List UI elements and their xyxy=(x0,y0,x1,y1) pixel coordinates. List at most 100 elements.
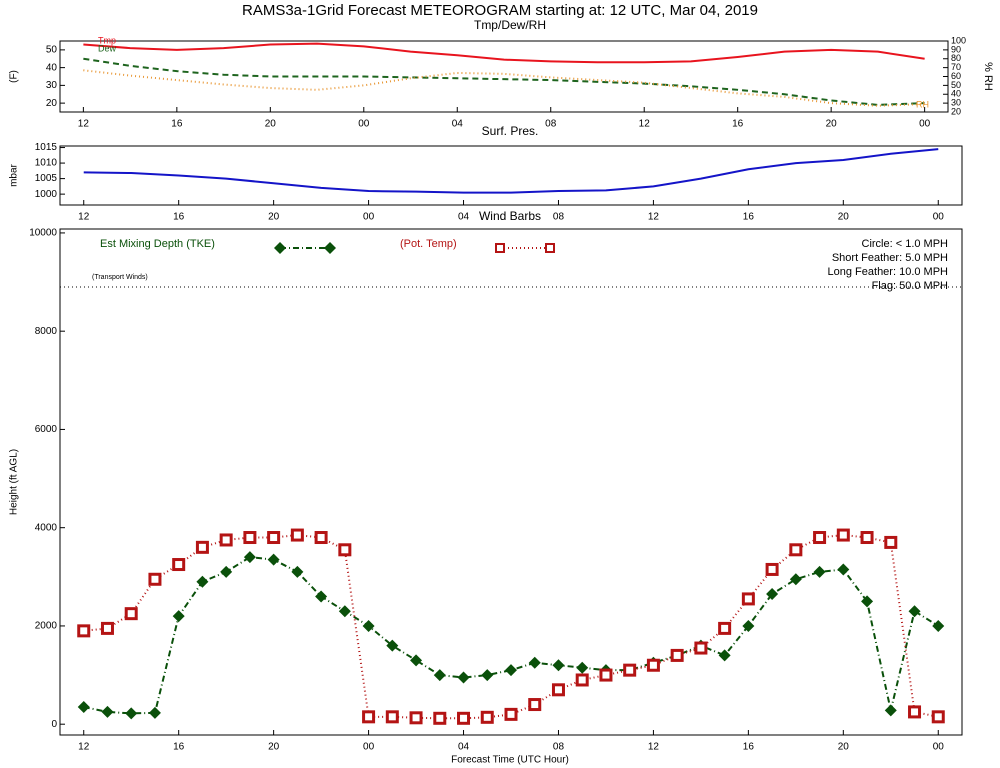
square-marker xyxy=(314,531,328,545)
square-marker xyxy=(433,711,447,725)
square-marker xyxy=(551,683,565,697)
legend-label: Dew xyxy=(98,43,117,53)
x-tick-label: 00 xyxy=(363,212,375,223)
note: (Transport Winds) xyxy=(92,274,148,281)
note: Circle: < 1.0 MPH xyxy=(862,238,949,250)
square-marker xyxy=(457,711,471,725)
y-tick-label: 0 xyxy=(51,719,57,730)
series-line xyxy=(83,556,939,715)
square-marker xyxy=(267,531,281,545)
x-tick-label: 08 xyxy=(545,119,557,130)
y-tick-label: 1005 xyxy=(35,173,58,184)
square-marker xyxy=(718,621,732,635)
legend-marker xyxy=(324,242,336,254)
x-tick-label: 04 xyxy=(458,212,470,223)
y-axis-label: (F) xyxy=(9,70,20,83)
legend-label: RH xyxy=(916,99,929,109)
diamond-marker xyxy=(101,705,114,718)
diamond-marker xyxy=(315,590,328,603)
series-line xyxy=(83,57,925,106)
x-tick-label: 16 xyxy=(743,742,755,753)
series-line xyxy=(83,69,925,107)
panel-title: Wind Barbs xyxy=(479,209,541,223)
legend-marker xyxy=(495,243,505,253)
diamond-marker xyxy=(243,551,256,564)
series-line xyxy=(83,534,939,720)
y-axis-label: Height (ft AGL) xyxy=(9,449,20,515)
square-marker xyxy=(646,658,660,672)
square-marker xyxy=(385,710,399,724)
series-line xyxy=(83,42,925,64)
square-marker xyxy=(124,607,138,621)
x-tick-label: 20 xyxy=(826,119,838,130)
x-tick-label: 20 xyxy=(265,119,277,130)
square-marker xyxy=(362,710,376,724)
y-tick-label: 30 xyxy=(46,80,58,91)
square-marker xyxy=(908,705,922,719)
y2-tick-label: 30 xyxy=(951,98,961,108)
legend-marker xyxy=(545,243,555,253)
y2-tick-label: 70 xyxy=(951,62,961,72)
x-tick-label: 12 xyxy=(78,119,90,130)
diamond-marker xyxy=(172,610,185,623)
diamond-marker xyxy=(576,661,589,674)
y2-tick-label: 50 xyxy=(951,80,961,90)
y-tick-label: 50 xyxy=(46,45,58,56)
diamond-marker xyxy=(552,659,565,672)
square-marker xyxy=(172,558,186,572)
x-tick-label: 12 xyxy=(648,212,660,223)
diamond-marker xyxy=(77,700,90,713)
x-tick-label: 16 xyxy=(171,119,183,130)
diamond-marker xyxy=(362,619,375,632)
square-marker xyxy=(195,540,209,554)
y2-tick-label: 90 xyxy=(951,44,961,54)
square-marker xyxy=(789,543,803,557)
x-tick-label: 20 xyxy=(268,212,280,223)
square-marker xyxy=(575,673,589,687)
legend-label: Tmp xyxy=(98,35,116,45)
legend-marker xyxy=(274,242,286,254)
x-tick-label: 20 xyxy=(838,212,850,223)
y2-tick-label: 60 xyxy=(951,71,961,81)
x-tick-label: 00 xyxy=(358,119,370,130)
plot-frame xyxy=(59,40,949,113)
square-marker xyxy=(741,592,755,606)
x-tick-label: 12 xyxy=(648,742,660,753)
diamond-marker xyxy=(837,563,850,576)
panel-title: Surf. Pres. xyxy=(482,124,539,138)
diamond-marker xyxy=(148,706,161,719)
y-tick-label: 2000 xyxy=(35,621,58,632)
square-marker xyxy=(77,624,91,638)
square-marker xyxy=(100,621,114,635)
diamond-marker xyxy=(766,588,779,601)
diamond-marker xyxy=(932,619,945,632)
y-tick-label: 1010 xyxy=(35,158,58,169)
square-marker xyxy=(219,533,233,547)
y-axis-label: mbar xyxy=(9,163,20,186)
diamond-marker xyxy=(908,605,921,618)
diamond-marker xyxy=(125,707,138,720)
x-tick-label: 00 xyxy=(919,119,931,130)
x-tick-label: 16 xyxy=(743,212,755,223)
square-marker xyxy=(148,572,162,586)
x-tick-label: 12 xyxy=(639,119,651,130)
square-marker xyxy=(860,531,874,545)
diamond-marker xyxy=(267,553,280,566)
square-marker xyxy=(528,698,542,712)
diamond-marker xyxy=(291,565,304,578)
diamond-marker xyxy=(718,649,731,662)
y2-tick-label: 100 xyxy=(951,35,966,45)
square-marker xyxy=(599,668,613,682)
note: Flag: 50.0 MPH xyxy=(872,280,948,292)
x-tick-label: 00 xyxy=(933,212,945,223)
square-marker xyxy=(670,648,684,662)
square-marker xyxy=(480,710,494,724)
note: Long Feather: 10.0 MPH xyxy=(828,266,949,278)
square-marker xyxy=(694,641,708,655)
square-marker xyxy=(504,707,518,721)
legend-label: Est Mixing Depth (TKE) xyxy=(100,238,215,250)
diamond-marker xyxy=(884,704,897,717)
diamond-marker xyxy=(410,654,423,667)
panel-title: Tmp/Dew/RH xyxy=(474,18,546,32)
note: Short Feather: 5.0 MPH xyxy=(832,252,948,264)
